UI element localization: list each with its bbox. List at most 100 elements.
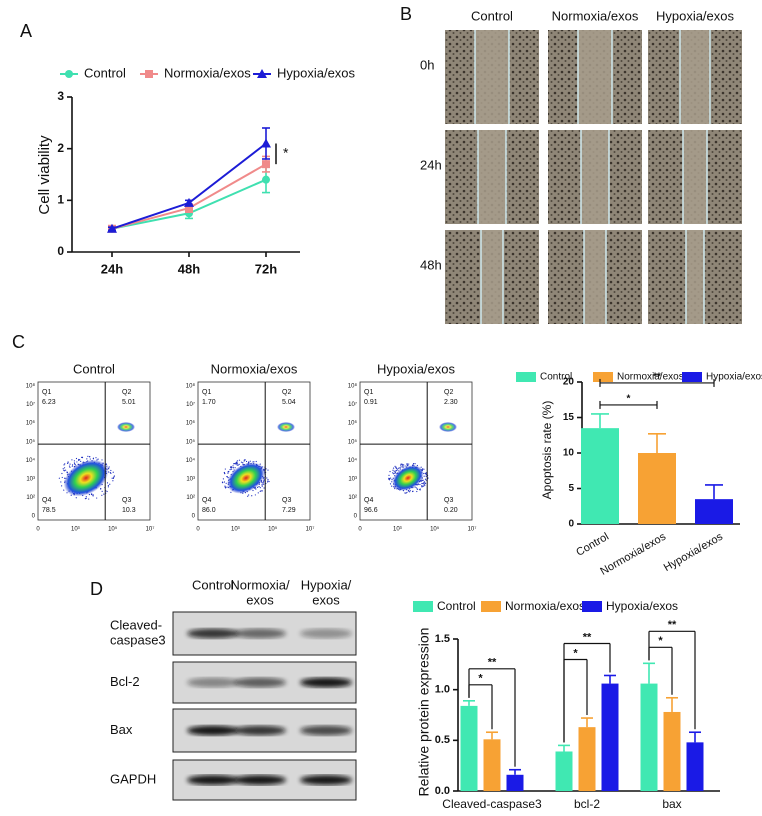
quadrant-label: Q4 (364, 497, 373, 504)
y-tick-label: 10⁴ (26, 457, 36, 464)
event (60, 481, 62, 483)
x-tick-label: Control (574, 531, 611, 559)
event (400, 463, 402, 465)
event (257, 486, 259, 488)
event (113, 476, 115, 478)
event (262, 481, 265, 483)
y-tick-label: 10⁸ (26, 383, 36, 390)
event (68, 465, 71, 467)
plot-frame (359, 381, 473, 521)
legend-label: Normoxia/exos (505, 599, 585, 613)
event (97, 458, 99, 460)
x-tick-label: bcl-2 (574, 797, 600, 811)
event (110, 469, 112, 472)
event (92, 458, 94, 460)
wound-gap (481, 230, 503, 324)
quadrant-value: 0.20 (444, 507, 458, 514)
event (392, 469, 394, 471)
event (258, 486, 260, 488)
event (108, 471, 110, 473)
event (408, 491, 411, 493)
density (63, 459, 109, 497)
event (106, 490, 108, 493)
event (76, 461, 78, 463)
row-label: 0h (420, 57, 434, 72)
row-label: 24h (420, 157, 442, 172)
plot-frame (197, 381, 311, 521)
event (235, 462, 237, 464)
event (63, 464, 65, 466)
event (423, 468, 425, 470)
event (407, 490, 409, 492)
wound-gap (478, 130, 506, 224)
event (226, 486, 228, 488)
event (225, 482, 227, 484)
event (64, 469, 67, 471)
y-tick-label: 10³ (348, 476, 357, 482)
protein-label: Cleaved- (110, 617, 162, 632)
event (266, 477, 268, 479)
event (236, 462, 239, 464)
event (392, 473, 395, 475)
column-header: Control (471, 8, 513, 23)
event (66, 472, 68, 474)
y-tick-label: 10⁵ (186, 438, 196, 445)
panel-label: B (400, 4, 412, 24)
event (251, 495, 253, 497)
x-tick-label: 10³ (231, 527, 240, 533)
event (423, 475, 425, 477)
lane-label: Hypoxia/ (301, 577, 352, 592)
event (73, 462, 76, 464)
event (89, 456, 91, 458)
wound-gap (680, 30, 710, 124)
x-tick-label: 10³ (71, 527, 80, 533)
quadrant-label: Q2 (444, 389, 453, 396)
band (234, 628, 286, 639)
event (61, 476, 63, 479)
wound-gap (475, 30, 509, 124)
event (236, 464, 238, 466)
band (234, 775, 286, 785)
event (248, 494, 250, 496)
x-tick-label: 10⁵ (430, 526, 440, 533)
event (71, 459, 73, 461)
column-header: Normoxia/exos (552, 8, 639, 23)
quadrant-value: 2.30 (444, 399, 458, 406)
event (416, 488, 419, 490)
point (262, 160, 270, 169)
event (420, 466, 422, 468)
event (248, 461, 250, 463)
bar (483, 739, 501, 791)
x-tick-label: Normoxia/exos (598, 530, 668, 577)
legend-label: Control (84, 65, 126, 80)
event (231, 466, 233, 469)
event (109, 471, 111, 474)
event (222, 478, 224, 480)
y-tick-label: 20 (563, 377, 575, 388)
quadrant-value: 1.70 (202, 399, 216, 406)
protein-label: Bcl-2 (110, 674, 140, 689)
legend-swatch (481, 601, 501, 612)
lane-label: Control (192, 577, 234, 592)
event (398, 467, 400, 469)
bar (686, 742, 704, 791)
bar (663, 711, 681, 791)
event (107, 484, 109, 487)
legend-label: Hypoxia/exos (706, 372, 762, 383)
event (403, 464, 405, 466)
event (106, 482, 109, 484)
event (69, 466, 71, 468)
event (247, 495, 249, 497)
quadrant-value: 0.91 (364, 399, 378, 406)
x-tick-label: 10⁷ (146, 526, 155, 533)
y-tick-label: 0 (57, 244, 64, 258)
event (112, 477, 114, 479)
lane-label: Normoxia/ (230, 577, 290, 592)
event (88, 498, 90, 500)
y-tick-label: 0.0 (435, 785, 450, 797)
density (277, 422, 295, 432)
event (402, 466, 405, 468)
event (224, 468, 226, 470)
bar (695, 499, 733, 524)
event (391, 481, 393, 483)
